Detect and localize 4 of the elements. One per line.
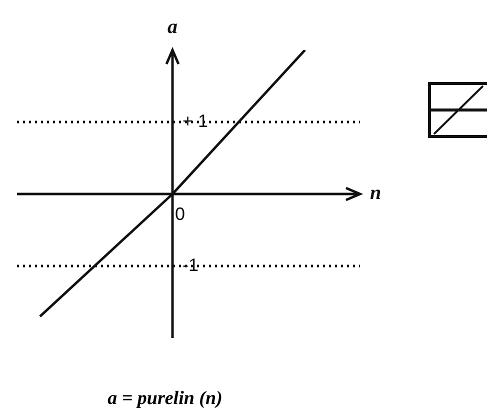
x-tick-label: 0 xyxy=(160,204,186,224)
x-axis-title: n xyxy=(370,182,382,204)
y-axis-title: a xyxy=(168,16,178,38)
text: a = purelin (n) xyxy=(106,388,224,410)
